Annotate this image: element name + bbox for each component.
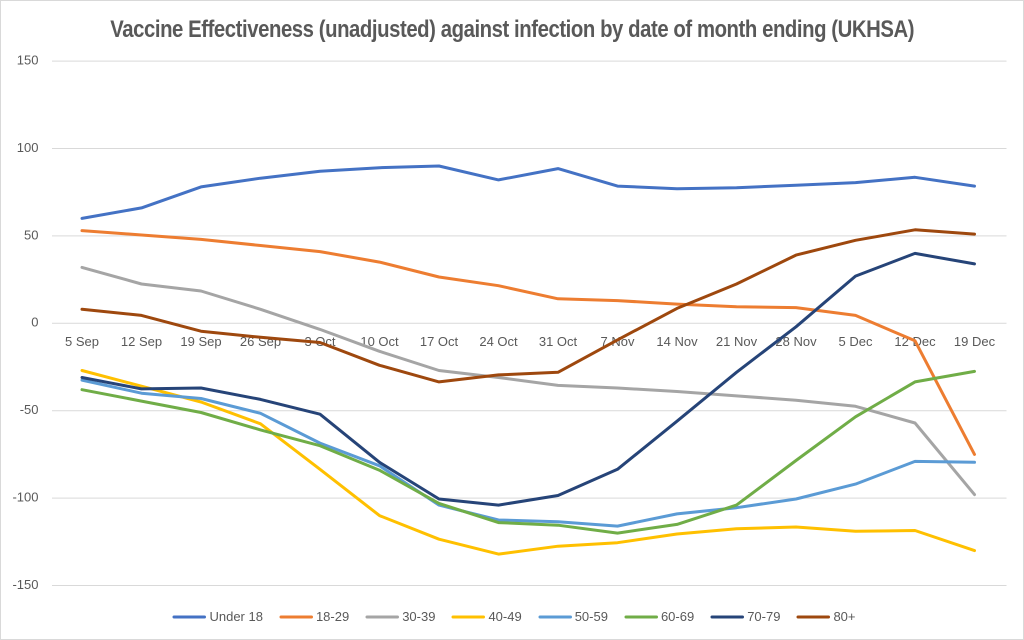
svg-text:14 Nov: 14 Nov [656, 334, 698, 349]
svg-text:5 Sep: 5 Sep [65, 334, 99, 349]
svg-text:31 Oct: 31 Oct [539, 334, 578, 349]
svg-text:-150: -150 [12, 577, 38, 592]
svg-text:21 Nov: 21 Nov [716, 334, 758, 349]
svg-text:50: 50 [24, 227, 38, 242]
svg-text:0: 0 [31, 315, 38, 330]
svg-text:19 Dec: 19 Dec [954, 334, 996, 349]
svg-text:100: 100 [17, 140, 39, 155]
svg-text:12 Sep: 12 Sep [121, 334, 162, 349]
svg-text:-50: -50 [20, 402, 39, 417]
svg-text:10 Oct: 10 Oct [360, 334, 399, 349]
svg-text:24 Oct: 24 Oct [479, 334, 518, 349]
svg-text:150: 150 [17, 53, 39, 68]
svg-text:28 Nov: 28 Nov [775, 334, 817, 349]
svg-text:-100: -100 [12, 490, 38, 505]
svg-text:5 Dec: 5 Dec [839, 334, 873, 349]
svg-text:17 Oct: 17 Oct [420, 334, 459, 349]
svg-text:19 Sep: 19 Sep [180, 334, 221, 349]
